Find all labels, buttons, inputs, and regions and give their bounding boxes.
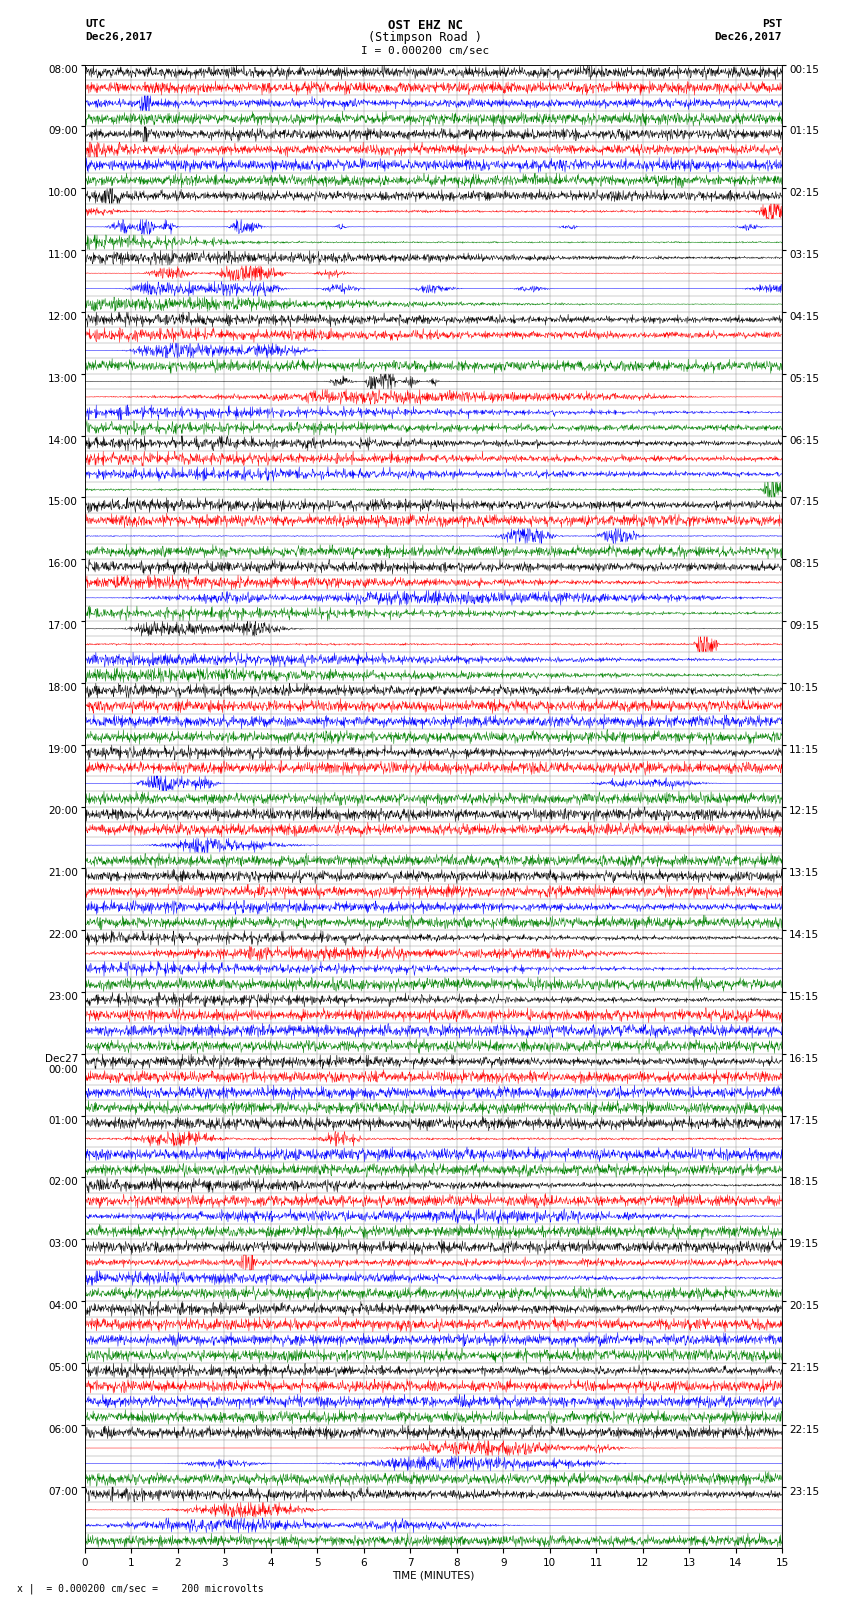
Text: x |  = 0.000200 cm/sec =    200 microvolts: x | = 0.000200 cm/sec = 200 microvolts (17, 1582, 264, 1594)
Text: OST EHZ NC: OST EHZ NC (388, 19, 462, 32)
Text: Dec26,2017: Dec26,2017 (85, 32, 152, 42)
Text: (Stimpson Road ): (Stimpson Road ) (368, 31, 482, 44)
Text: UTC: UTC (85, 19, 105, 29)
X-axis label: TIME (MINUTES): TIME (MINUTES) (393, 1571, 474, 1581)
Text: PST: PST (762, 19, 782, 29)
Text: Dec26,2017: Dec26,2017 (715, 32, 782, 42)
Text: I = 0.000200 cm/sec: I = 0.000200 cm/sec (361, 47, 489, 56)
